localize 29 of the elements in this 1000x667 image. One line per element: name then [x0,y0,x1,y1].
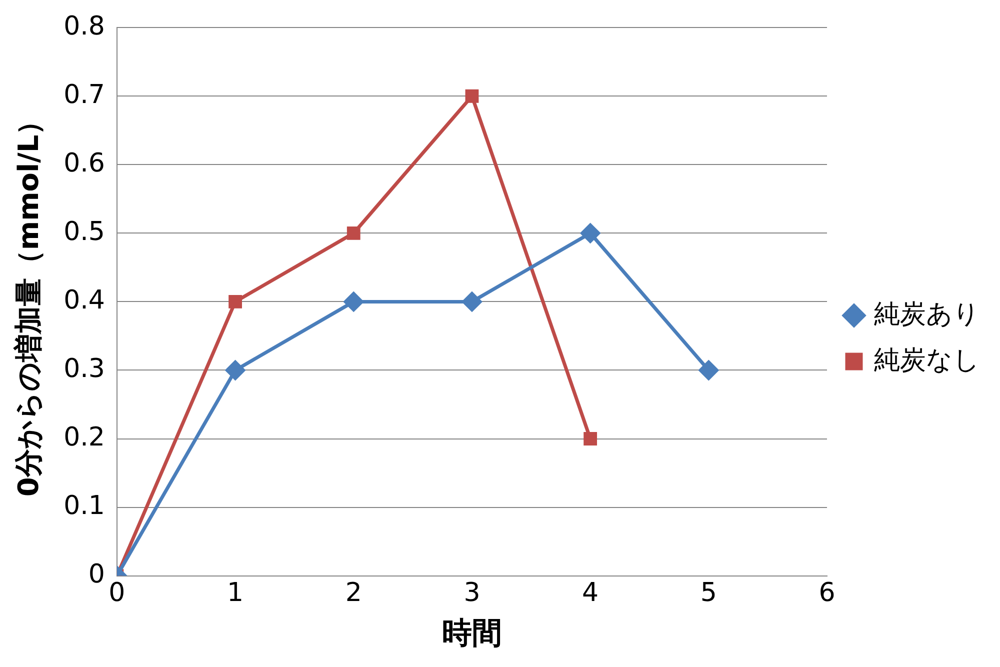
x-tick-label: 5 [700,578,717,608]
point [228,295,242,308]
point [580,223,600,243]
point [465,89,479,103]
y-tick-label: 0.8 [64,11,105,42]
y-tick-label: 0.1 [64,491,105,522]
point [346,226,360,240]
x-tick-label: 2 [345,578,362,608]
x-tick-label: 1 [227,578,244,608]
y-axis-title: 0分からの増加量（mmol/L） [12,106,46,497]
y-tick-label: 0.7 [64,80,105,110]
point [462,292,482,312]
x-tick-label: 4 [582,578,599,608]
legend-label: 純炭あり [874,299,980,330]
y-tick-label: 0.2 [64,422,105,452]
legend-label: 純炭なし [874,345,980,376]
x-tick-label: 3 [464,578,480,608]
y-tick-label: 0.4 [64,285,105,316]
x-tick-label: 6 [818,578,836,608]
point [226,360,246,380]
x-axis-title: 時間 [442,616,502,651]
y-tick-label: 0 [88,560,105,590]
x-tick-label: 0 [108,578,126,608]
point [698,360,718,380]
point [344,292,364,312]
point [584,432,598,446]
y-tick-label: 0.6 [64,148,105,178]
y-tick-label: 0.3 [64,354,105,384]
y-tick-label: 0.5 [64,216,105,247]
